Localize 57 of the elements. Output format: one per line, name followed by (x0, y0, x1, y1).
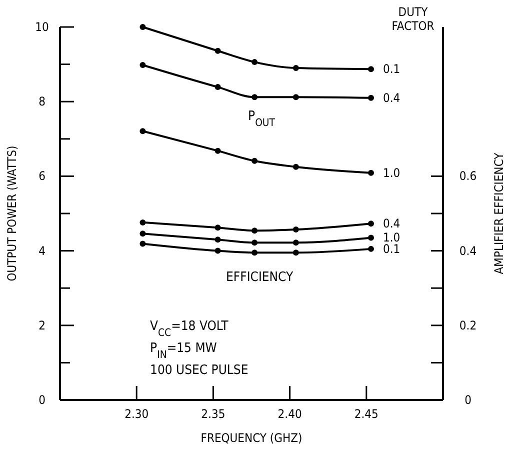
series-label: 0.4 (382, 90, 400, 105)
point (292, 65, 299, 72)
point (368, 94, 374, 101)
point (368, 234, 374, 241)
point (214, 224, 221, 231)
point (368, 220, 374, 227)
y-tick-label: 6 (38, 169, 46, 184)
series-label: 1.0 (382, 166, 400, 180)
point (368, 66, 374, 72)
point (368, 246, 374, 252)
x-tick-label: 2.30 (124, 407, 149, 421)
point (140, 24, 146, 30)
point (252, 240, 258, 246)
x-tick-label: 2.40 (278, 407, 302, 421)
y-tick-label: 8 (38, 94, 46, 109)
series-label: 0.4 (382, 216, 400, 231)
y-tick-label: 2 (38, 318, 46, 332)
point (292, 226, 299, 233)
point (252, 59, 258, 66)
point (292, 240, 299, 246)
y2-tick-label: 0.2 (459, 318, 477, 332)
point (140, 219, 146, 226)
point (368, 170, 374, 176)
y2-axis-title: AMPLIFIER EFFICIENCY (492, 152, 506, 274)
annotation: 100 USEC PULSE (150, 363, 248, 378)
point (214, 236, 221, 243)
y-tick-label: 4 (38, 244, 46, 258)
point (252, 94, 258, 100)
point (292, 250, 299, 256)
point (252, 250, 258, 256)
point (252, 228, 258, 234)
annotation: V$_{CC}$=18 VOLT (150, 319, 230, 339)
y-tick-label: 10 (35, 20, 49, 34)
legend-title: DUTY FACTOR (392, 5, 435, 33)
point (140, 230, 146, 237)
annotation: P$_{IN}$=15 MW (150, 341, 218, 361)
series-label: 0.1 (382, 62, 400, 76)
point (140, 240, 146, 247)
y2-tick-label: 0.6 (459, 169, 477, 184)
point (252, 158, 258, 164)
point (140, 62, 146, 68)
x-axis-title: FREQUENCY (GHZ) (200, 431, 302, 445)
x-tick-label: 2.45 (354, 407, 378, 421)
point (214, 248, 221, 254)
y2-tick-label: 0.4 (459, 244, 477, 258)
point (214, 148, 221, 154)
point (214, 84, 221, 90)
x-tick-label: 2.35 (201, 407, 226, 421)
point (214, 48, 221, 54)
annotation: P$_{OUT}$ (248, 109, 276, 129)
point (292, 94, 299, 100)
point (292, 164, 299, 170)
point (140, 128, 146, 134)
y2-tick-label: 0 (464, 393, 472, 407)
y-axis-title: OUTPUT POWER (WATTS) (5, 146, 19, 282)
y-tick-label: 0 (38, 393, 46, 407)
annotation: EFFICIENCY (226, 270, 294, 285)
